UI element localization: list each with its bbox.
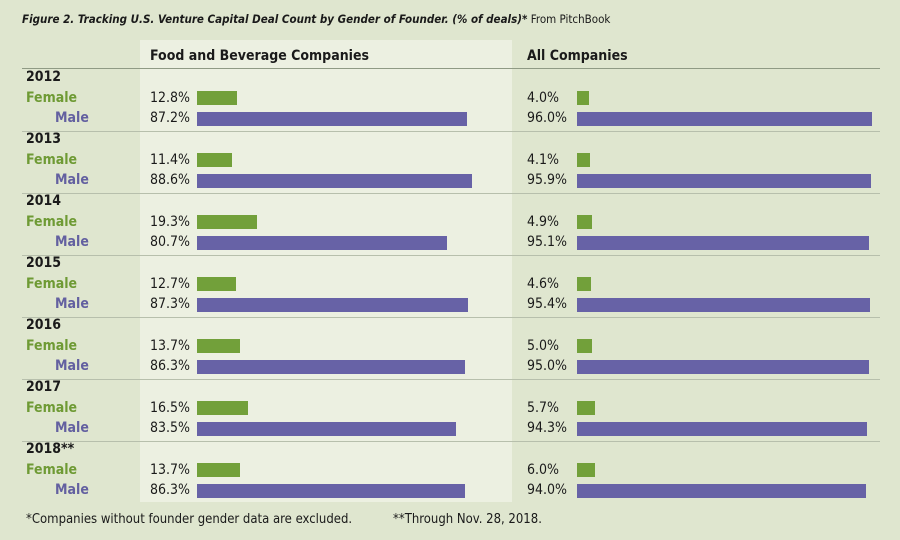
footnote-through-date: **Through Nov. 28, 2018. bbox=[393, 512, 542, 527]
all-male-bar bbox=[577, 421, 867, 436]
year-label: 2013 bbox=[26, 131, 62, 147]
all-male-value: 94.0% bbox=[527, 482, 568, 499]
food-male-value: 83.5% bbox=[150, 420, 191, 437]
all-male-bar bbox=[577, 173, 872, 188]
all-male-bar bbox=[577, 483, 866, 498]
food-female-bar bbox=[197, 277, 237, 292]
food-male-bar bbox=[197, 297, 468, 312]
all-panel-title: All Companies bbox=[527, 48, 628, 64]
all-male-bar bbox=[577, 297, 870, 312]
all-male-bar bbox=[577, 235, 869, 250]
food-male-bar bbox=[197, 421, 456, 436]
male-label: Male bbox=[55, 358, 89, 375]
year-label: 2017 bbox=[26, 379, 62, 395]
food-male-value: 87.3% bbox=[150, 296, 191, 313]
all-female-bar bbox=[577, 339, 593, 354]
header-divider bbox=[22, 68, 880, 69]
all-female-value: 6.0% bbox=[527, 461, 559, 478]
figure-title: Figure 2. Tracking U.S. Venture Capital … bbox=[22, 11, 610, 27]
food-female-bar bbox=[197, 463, 240, 478]
male-label: Male bbox=[55, 296, 89, 313]
food-male-bar bbox=[197, 483, 465, 498]
food-female-bar bbox=[197, 215, 257, 230]
row-divider bbox=[22, 131, 880, 132]
food-male-bar bbox=[197, 111, 468, 126]
female-label: Female bbox=[26, 275, 78, 292]
row-divider bbox=[22, 193, 880, 194]
food-female-value: 13.7% bbox=[150, 337, 191, 354]
all-female-bar bbox=[577, 91, 590, 106]
food-male-bar bbox=[197, 235, 448, 250]
all-male-value: 95.0% bbox=[527, 358, 568, 375]
year-label: 2015 bbox=[26, 255, 62, 271]
food-male-bar bbox=[197, 173, 472, 188]
food-male-value: 86.3% bbox=[150, 358, 191, 375]
all-female-value: 4.6% bbox=[527, 275, 559, 292]
food-female-bar bbox=[197, 401, 249, 416]
all-female-bar bbox=[577, 153, 590, 168]
footnote-excluded: *Companies without founder gender data a… bbox=[26, 512, 353, 527]
all-male-bar bbox=[577, 359, 869, 374]
all-female-value: 4.0% bbox=[527, 89, 559, 106]
female-label: Female bbox=[26, 213, 78, 230]
all-male-value: 96.0% bbox=[527, 110, 568, 127]
food-male-value: 87.2% bbox=[150, 110, 191, 127]
male-label: Male bbox=[55, 172, 89, 189]
all-female-value: 4.9% bbox=[527, 213, 559, 230]
figure-source: From PitchBook bbox=[530, 12, 611, 26]
food-male-value: 86.3% bbox=[150, 482, 191, 499]
food-female-bar bbox=[197, 91, 237, 106]
food-female-value: 16.5% bbox=[150, 399, 191, 416]
female-label: Female bbox=[26, 151, 78, 168]
year-label: 2014 bbox=[26, 193, 62, 209]
year-label: 2018** bbox=[26, 441, 75, 457]
food-panel-title: Food and Beverage Companies bbox=[150, 48, 370, 64]
food-male-value: 80.7% bbox=[150, 234, 191, 251]
all-female-bar bbox=[577, 401, 595, 416]
female-label: Female bbox=[26, 337, 78, 354]
male-label: Male bbox=[55, 110, 89, 127]
row-divider bbox=[22, 255, 880, 256]
all-female-value: 5.0% bbox=[527, 337, 559, 354]
food-female-value: 19.3% bbox=[150, 213, 191, 230]
male-label: Male bbox=[55, 234, 89, 251]
row-divider bbox=[22, 441, 880, 442]
all-female-bar bbox=[577, 277, 592, 292]
year-label: 2012 bbox=[26, 69, 62, 85]
female-label: Female bbox=[26, 461, 78, 478]
all-male-value: 94.3% bbox=[527, 420, 568, 437]
all-male-value: 95.9% bbox=[527, 172, 568, 189]
all-female-value: 5.7% bbox=[527, 399, 559, 416]
male-label: Male bbox=[55, 482, 89, 499]
year-label: 2016 bbox=[26, 317, 62, 333]
food-male-bar bbox=[197, 359, 465, 374]
food-female-value: 12.7% bbox=[150, 275, 191, 292]
row-divider bbox=[22, 317, 880, 318]
all-male-value: 95.1% bbox=[527, 234, 568, 251]
female-label: Female bbox=[26, 89, 78, 106]
food-female-value: 13.7% bbox=[150, 461, 191, 478]
row-divider bbox=[22, 379, 880, 380]
food-male-value: 88.6% bbox=[150, 172, 191, 189]
all-male-value: 95.4% bbox=[527, 296, 568, 313]
food-female-bar bbox=[197, 339, 240, 354]
food-female-value: 11.4% bbox=[150, 151, 191, 168]
all-male-bar bbox=[577, 111, 872, 126]
all-female-bar bbox=[577, 463, 596, 478]
all-female-bar bbox=[577, 215, 592, 230]
food-female-bar bbox=[197, 153, 233, 168]
food-female-value: 12.8% bbox=[150, 89, 191, 106]
male-label: Male bbox=[55, 420, 89, 437]
figure-title-text: Figure 2. Tracking U.S. Venture Capital … bbox=[22, 12, 528, 26]
female-label: Female bbox=[26, 399, 78, 416]
all-female-value: 4.1% bbox=[527, 151, 559, 168]
